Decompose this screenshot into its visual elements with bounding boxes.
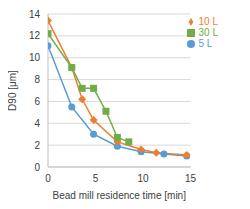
svg-text:5: 5 xyxy=(93,173,99,184)
svg-text:4: 4 xyxy=(34,118,40,129)
html-text:5 L: 5 L xyxy=(198,38,213,49)
svg-text:Bead mill residence time [min]: Bead mill residence time [min] xyxy=(53,190,187,201)
svg-text:D90 [μm]: D90 [μm] xyxy=(8,70,18,111)
svg-text:10: 10 xyxy=(29,52,41,63)
svg-text:15: 15 xyxy=(185,173,197,184)
svg-text:0: 0 xyxy=(45,173,51,184)
html-text:10 L: 10 L xyxy=(198,16,218,27)
html-text:30 L: 30 L xyxy=(198,27,218,38)
svg-text:12: 12 xyxy=(29,30,41,41)
svg-text:0: 0 xyxy=(34,162,40,173)
svg-text:14: 14 xyxy=(29,9,41,20)
svg-text:8: 8 xyxy=(34,74,40,85)
svg-text:6: 6 xyxy=(34,96,40,107)
svg-text:2: 2 xyxy=(34,140,40,151)
svg-text:10: 10 xyxy=(137,173,149,184)
